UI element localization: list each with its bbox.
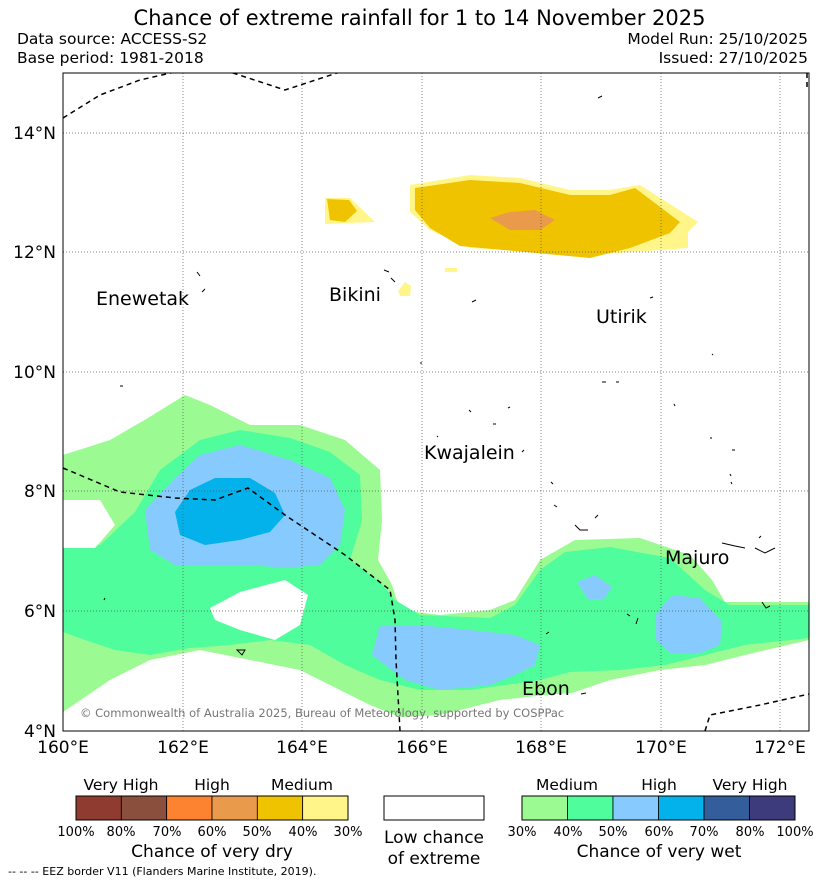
dry-60-region [490, 210, 555, 230]
dry-tick-6: 30% [334, 825, 363, 840]
model-run-text: Model Run: 25/10/2025 [627, 30, 808, 48]
map-title: Chance of extreme rainfall for 1 to 14 N… [133, 6, 706, 30]
lat-tick-10: 10°N [13, 363, 56, 383]
wet-tick-4: 70% [690, 825, 719, 840]
lon-tick-168: 168°E [515, 738, 567, 758]
dry-tick-5: 40% [289, 825, 318, 840]
wet-tick-3: 60% [645, 825, 674, 840]
dry-tick-4: 50% [243, 825, 272, 840]
wet-swatch-5 [749, 795, 796, 821]
lat-tick-12: 12°N [13, 243, 56, 263]
eez-footnote: -- -- -- EEZ border V11 (Flanders Marine… [8, 865, 317, 878]
wet-50-region-east [655, 595, 722, 653]
issued-text: Issued: 27/10/2025 [658, 49, 808, 67]
lat-tick-6: 6°N [24, 602, 56, 622]
map-plot-area [63, 73, 809, 731]
meta-right: Model Run: 25/10/2025 Issued: 27/10/2025 [627, 30, 808, 68]
wet-tick-2: 50% [599, 825, 628, 840]
wet-swatch-4 [703, 795, 750, 821]
dry-swatch-0 [75, 795, 122, 821]
lon-tick-164: 164°E [276, 738, 328, 758]
data-source-text: Data source: ACCESS-S2 [17, 30, 208, 48]
dry-tick-1: 80% [107, 825, 136, 840]
wet-60-region [175, 478, 285, 545]
wet-50-region-south [372, 625, 540, 690]
meta-left: Data source: ACCESS-S2 Base period: 1981… [17, 30, 207, 68]
wet-tick-6: 100% [776, 825, 813, 840]
dry-cat-very-high: Very High [83, 776, 158, 794]
neutral-line1: Low chance [384, 828, 484, 848]
dry-tick-0: 100% [57, 825, 94, 840]
place-ebon: Ebon [522, 678, 570, 700]
place-utirik: Utirik [596, 306, 647, 328]
dry-swatch-4 [256, 795, 304, 821]
lon-tick-166: 166°E [396, 738, 448, 758]
lat-tick-8: 8°N [24, 482, 56, 502]
eez-borders [63, 73, 809, 731]
dry-speck-1 [445, 268, 457, 272]
place-majuro: Majuro [665, 547, 729, 569]
lon-tick-170: 170°E [635, 738, 687, 758]
dry-legend-title: Chance of very dry [131, 842, 293, 862]
legend-dry: Very High High Medium 100% 80% 70% 60% 5… [57, 776, 362, 862]
dry-tick-3: 60% [198, 825, 227, 840]
dry-swatches [75, 795, 349, 821]
legend-wet: Medium High Very High 30% 40% 50% 60% 70… [508, 776, 814, 862]
legend-neutral: Low chance of extreme [383, 795, 485, 869]
islands [103, 95, 776, 695]
wet-swatch-3 [658, 795, 705, 821]
lat-tick-14: 14°N [13, 124, 56, 144]
dry-swatch-1 [120, 795, 168, 821]
dry-cat-high: High [194, 776, 230, 794]
lon-tick-172: 172°E [754, 738, 806, 758]
place-enewetak: Enewetak [96, 288, 189, 310]
dry-speck-2 [398, 282, 411, 296]
gridlines [63, 73, 809, 731]
wet-cat-very-high: Very High [712, 776, 787, 794]
dry-small-west-core [327, 199, 357, 222]
neutral-line2: of extreme [388, 849, 481, 869]
wet-tick-5: 80% [736, 825, 765, 840]
wet-swatch-1 [567, 795, 614, 821]
place-kwajalein: Kwajalein [424, 442, 515, 464]
wet-cat-high: High [641, 776, 677, 794]
dry-cat-medium: Medium [271, 776, 333, 794]
wet-tick-1: 40% [554, 825, 583, 840]
wet-tick-0: 30% [508, 825, 537, 840]
wet-swatches [521, 795, 796, 821]
wet-swatch-2 [612, 795, 659, 821]
dry-tick-2: 70% [153, 825, 182, 840]
map-frame [62, 72, 810, 732]
copyright-text: © Commonwealth of Australia 2025, Bureau… [80, 706, 564, 720]
wet-cat-medium: Medium [536, 776, 598, 794]
lat-tick-4: 4°N [24, 722, 56, 742]
wet-legend-title: Chance of very wet [577, 842, 742, 862]
wet-swatch-0 [521, 795, 568, 821]
place-bikini: Bikini [329, 284, 381, 306]
white-gap-central [210, 580, 308, 640]
dry-swatch-5 [302, 795, 349, 821]
lon-tick-160: 160°E [37, 738, 89, 758]
wet-50-region-majuro [577, 575, 612, 599]
white-gap-west [63, 500, 115, 548]
dry-swatch-2 [166, 795, 213, 821]
base-period-text: Base period: 1981-2018 [17, 49, 204, 67]
dry-swatch-3 [211, 795, 258, 821]
neutral-swatch [383, 795, 485, 821]
lon-tick-162: 162°E [157, 738, 209, 758]
